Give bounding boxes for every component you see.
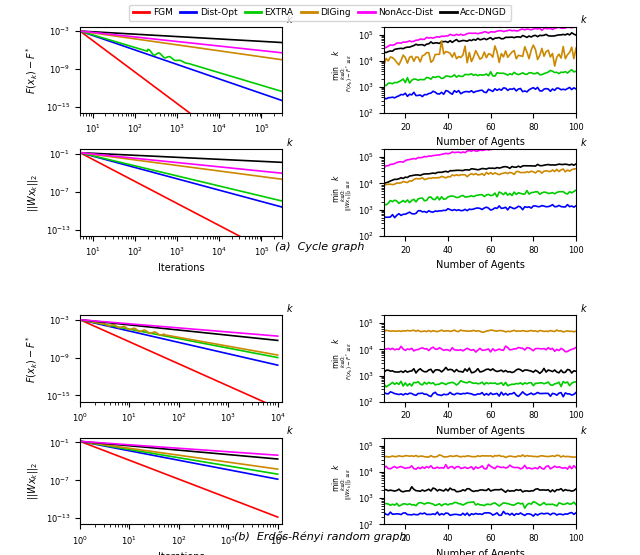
Text: $k$: $k$ bbox=[580, 425, 588, 436]
X-axis label: Number of Agents: Number of Agents bbox=[436, 426, 524, 436]
Y-axis label: $||Wx_k||_2$: $||Wx_k||_2$ bbox=[26, 462, 40, 501]
Legend: FGM, Dist-Opt, EXTRA, DIGing, NonAcc-Dist, Acc-DNGD: FGM, Dist-Opt, EXTRA, DIGing, NonAcc-Dis… bbox=[129, 4, 511, 21]
Text: $k$: $k$ bbox=[285, 135, 294, 148]
Text: $k$: $k$ bbox=[285, 425, 294, 436]
Y-axis label: $\min_{\substack{k\geq 0:\\ F(x_k)-F^*\leq\varepsilon}} k$: $\min_{\substack{k\geq 0:\\ F(x_k)-F^*\l… bbox=[330, 337, 355, 380]
Text: $k$: $k$ bbox=[285, 13, 294, 25]
Y-axis label: $||Wx_k||_2$: $||Wx_k||_2$ bbox=[26, 173, 40, 212]
Text: (a)  Cycle graph: (a) Cycle graph bbox=[275, 241, 365, 251]
Y-axis label: $\min_{\substack{k\geq 0:\\ ||Wx_k||_2\leq\varepsilon}} k$: $\min_{\substack{k\geq 0:\\ ||Wx_k||_2\l… bbox=[331, 462, 355, 500]
X-axis label: Number of Agents: Number of Agents bbox=[436, 549, 524, 555]
X-axis label: Iterations: Iterations bbox=[157, 264, 204, 274]
Text: $k$: $k$ bbox=[580, 135, 588, 148]
Y-axis label: $\min_{\substack{k\geq 0:\\ ||Wx_k||_2\leq\varepsilon}} k$: $\min_{\substack{k\geq 0:\\ ||Wx_k||_2\l… bbox=[331, 174, 355, 211]
Text: $k$: $k$ bbox=[580, 301, 588, 314]
Text: (b)  Erdős-Rényi random graph: (b) Erdős-Rényi random graph bbox=[234, 531, 406, 542]
X-axis label: Iterations: Iterations bbox=[157, 552, 204, 555]
Text: $k$: $k$ bbox=[285, 301, 294, 314]
Text: $k$: $k$ bbox=[580, 13, 588, 25]
X-axis label: Number of Agents: Number of Agents bbox=[436, 137, 524, 148]
X-axis label: Number of Agents: Number of Agents bbox=[436, 260, 524, 270]
Y-axis label: $F(x_k) - F^*$: $F(x_k) - F^*$ bbox=[25, 335, 40, 382]
Y-axis label: $\min_{\substack{k\geq 0:\\ F(x_k)-F^*\leq\varepsilon}} k$: $\min_{\substack{k\geq 0:\\ F(x_k)-F^*\l… bbox=[330, 48, 355, 92]
Y-axis label: $F(x_k) - F^*$: $F(x_k) - F^*$ bbox=[25, 46, 40, 94]
